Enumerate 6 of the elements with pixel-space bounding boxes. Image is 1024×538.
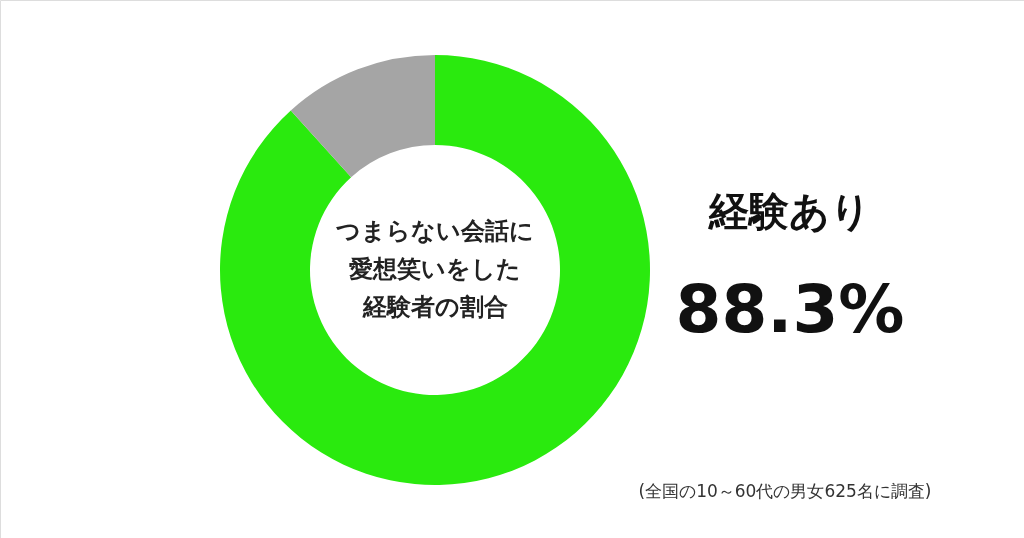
data-label: 88.3% [675, 271, 905, 348]
donut-slice [290, 55, 435, 178]
text: (全国の10～60代の男女625名に調査) [638, 481, 932, 501]
slice-label: 経験あり [708, 188, 871, 234]
text: つまらない会話に愛想笑いをした経験者の割合 [336, 217, 534, 321]
donut-slice [220, 55, 650, 485]
